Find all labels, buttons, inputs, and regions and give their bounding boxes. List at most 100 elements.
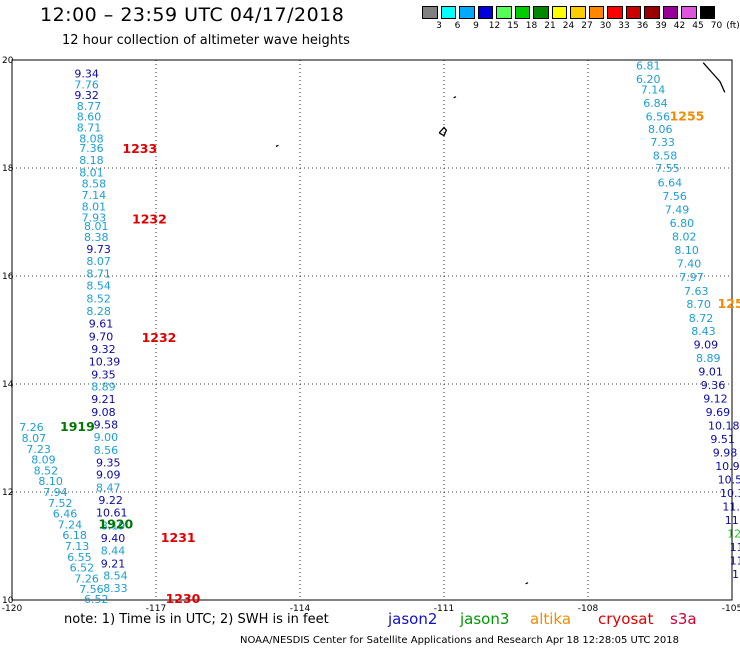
footer-credit: NOAA/NESDIS Center for Satellite Applica… — [240, 635, 679, 646]
coastline — [525, 582, 529, 585]
legend-label-21: 21 — [544, 21, 556, 31]
swh-value: 6.20 — [636, 73, 661, 86]
legend-swatch-12 — [477, 6, 493, 19]
swh-value: 10.31 — [720, 487, 740, 500]
swh-value: 9.32 — [91, 343, 116, 356]
swh-value: 10.39 — [89, 355, 121, 368]
legend-label-70: 70 — [710, 21, 723, 31]
swh-value: 9.51 — [710, 433, 735, 446]
pass-time-label: 1233 — [122, 141, 157, 156]
legend-swatch-30 — [588, 6, 604, 19]
swh-value: 1 — [732, 568, 739, 581]
swh-value: 11.0 — [722, 501, 740, 514]
swh-value: 8.43 — [691, 325, 716, 338]
swh-value: 9.58 — [94, 419, 119, 432]
swh-value: 8.60 — [77, 111, 102, 124]
swh-value: 8.07 — [86, 255, 111, 268]
swh-value: 11 — [730, 555, 740, 568]
satellite-jason3: jason3 — [460, 610, 510, 628]
swh-value: 9.01 — [698, 366, 723, 379]
swh-value: 9.70 — [89, 330, 114, 343]
y-tick-label: 18 — [2, 164, 14, 174]
swh-value: 9.00 — [94, 431, 119, 444]
swh-value: 11.8 — [725, 514, 740, 527]
swh-value: 6.52 — [70, 562, 95, 575]
swh-value: 9.35 — [91, 368, 116, 381]
swh-value: 7.97 — [679, 271, 704, 284]
swh-value: 9.32 — [74, 89, 99, 102]
legend-swatch-42 — [662, 6, 678, 19]
swh-value: 8.01 — [84, 220, 109, 233]
swh-value: 6.55 — [67, 551, 92, 564]
pass-time-label: 1255 — [670, 109, 705, 124]
legend-swatch-70 — [699, 6, 715, 19]
swh-value: 9.12 — [703, 393, 728, 406]
satellite-cryosat: cryosat — [598, 610, 654, 628]
swh-value: 7.56 — [79, 583, 104, 596]
coastline — [702, 62, 726, 93]
swh-value: 8.08 — [79, 132, 104, 145]
swh-value: 9.73 — [86, 243, 111, 256]
legend-swatch-39 — [644, 6, 660, 19]
swh-value: 9.40 — [101, 532, 126, 545]
legend-swatch-24 — [551, 6, 567, 19]
legend-swatch-36 — [625, 6, 641, 19]
pass-time-label: 1919 — [60, 419, 95, 434]
legend-swatch-15 — [496, 6, 512, 19]
y-tick-label: 10 — [2, 596, 14, 606]
page-title: 12:00 – 23:59 UTC 04/17/2018 — [40, 4, 345, 26]
swh-value: 7.56 — [662, 190, 687, 203]
swh-value: 8.07 — [22, 432, 46, 445]
swh-value: 10.18 — [708, 420, 740, 433]
swh-value: 8.89 — [91, 381, 116, 394]
swh-value: 11 — [730, 541, 740, 554]
pass-time-label: 1230 — [166, 591, 201, 606]
y-tick-label: 12 — [2, 488, 13, 498]
legend-label-45: 45 — [692, 21, 704, 31]
swh-value: 9.35 — [96, 456, 121, 469]
legend-label-30: 30 — [599, 21, 612, 31]
swh-value: 9.61 — [89, 318, 114, 331]
coastline — [438, 126, 448, 137]
legend-label-27: 27 — [581, 21, 593, 31]
swh-value: 8.77 — [77, 100, 102, 113]
footer-note: note: 1) Time is in UTC; 2) SWH is in fe… — [64, 612, 329, 627]
swh-value: 8.47 — [96, 482, 121, 495]
satellite-altika: altika — [530, 610, 572, 628]
legend-label-3: 3 — [436, 21, 442, 31]
legend-label-24: 24 — [562, 21, 575, 31]
legend-label-15: 15 — [507, 21, 519, 31]
swh-value: 9.21 — [101, 557, 126, 570]
swh-value: 7.52 — [48, 497, 73, 510]
swh-value: 8.89 — [696, 352, 721, 365]
swh-value: 7.76 — [74, 78, 99, 91]
swh-value: 6.56 — [646, 111, 671, 124]
swh-value: 6.64 — [658, 177, 683, 190]
swh-value: 8.33 — [103, 582, 128, 595]
swh-value: 8.06 — [648, 123, 673, 136]
swh-value: 8.58 — [653, 150, 678, 163]
legend-label-39: 39 — [655, 21, 667, 31]
legend-label-18: 18 — [525, 21, 538, 31]
x-tick-label: -108 — [578, 604, 599, 614]
swh-value: 8.70 — [686, 298, 711, 311]
swh-value: 7.13 — [65, 540, 90, 553]
pass-time-label: 1232 — [132, 211, 167, 226]
swh-value: 12 — [727, 528, 740, 541]
legend-swatch-3 — [422, 6, 438, 19]
swh-value: 8.54 — [86, 280, 111, 293]
swh-value: 8.72 — [689, 312, 714, 325]
swh-value: 8.01 — [79, 166, 104, 179]
legend-label-9: 9 — [473, 21, 479, 31]
x-tick-label: -111 — [434, 604, 454, 614]
swh-value: 6.81 — [636, 59, 661, 72]
swh-value: 6.46 — [53, 508, 78, 521]
y-tick-label: 14 — [2, 380, 14, 390]
pass-time-label: 1231 — [161, 530, 196, 545]
swh-value: 7.14 — [82, 189, 107, 202]
legend-unit: (ft) — [726, 21, 740, 31]
swh-value: 8.01 — [82, 200, 107, 213]
satellite-jason2: jason2 — [388, 610, 438, 628]
legend-label-33: 33 — [618, 21, 630, 31]
